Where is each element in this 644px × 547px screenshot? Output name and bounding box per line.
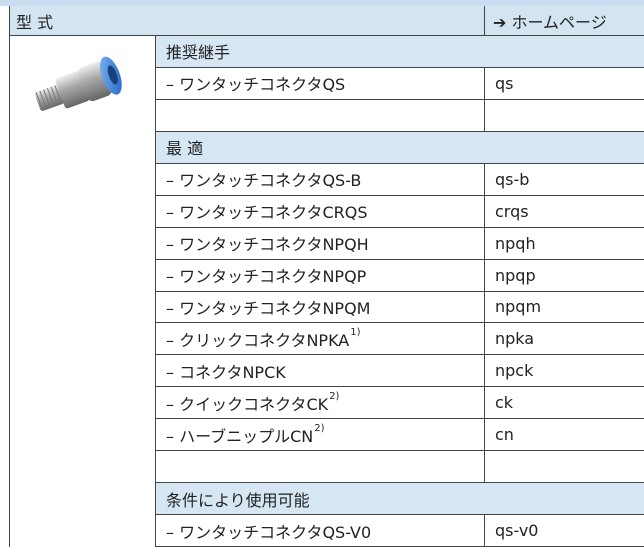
blank-cell xyxy=(155,451,484,484)
row-code: npqm xyxy=(484,291,644,324)
row-code: qs-b xyxy=(484,163,644,196)
connector-name: – ワンタッチコネクタQS xyxy=(166,75,346,95)
connector-name: – ワンタッチコネクタNPQM xyxy=(166,298,371,318)
connector-name: – クリックコネクタNPKA xyxy=(166,330,350,350)
footnote-ref: 2) xyxy=(314,423,325,435)
product-image xyxy=(35,56,122,112)
left-border xyxy=(9,36,10,547)
row-code: crqs xyxy=(484,195,644,228)
section-title: 推奨継手 xyxy=(155,36,644,68)
top-stripe xyxy=(0,0,644,6)
row-name: – ハーブニップルCN 2) xyxy=(155,419,484,452)
blank-cell xyxy=(484,99,644,132)
row-name: – ワンタッチコネクタCRQS xyxy=(155,195,484,228)
row-name: – ワンタッチコネクタNPQH xyxy=(155,227,484,260)
row-code: npqh xyxy=(484,227,644,260)
row-name: – クリックコネクタNPKA 1) xyxy=(155,323,484,356)
row-code: qs xyxy=(484,67,644,100)
connector-name: – ワンタッチコネクタQS-V0 xyxy=(166,522,372,542)
connector-name: – ワンタッチコネクタCRQS xyxy=(166,203,368,223)
row-code: npka xyxy=(484,323,644,356)
connector-name: – ワンタッチコネクタQS-B xyxy=(166,171,362,191)
connector-name: – ハーブニップルCN xyxy=(166,426,314,446)
footnote-ref: 1) xyxy=(350,327,361,339)
row-code: cn xyxy=(484,419,644,452)
row-name: – ワンタッチコネクタQS xyxy=(155,67,484,100)
section-title: 条件により使用可能 xyxy=(155,483,644,516)
blank-cell xyxy=(155,99,484,132)
row-name: – クイックコネクタCK 2) xyxy=(155,387,484,420)
connector-name: – クイックコネクタCK xyxy=(166,394,329,414)
section-title: 最 適 xyxy=(155,131,644,164)
header-title: 型 式 xyxy=(9,6,484,36)
row-name: – ワンタッチコネクタNPQP xyxy=(155,259,484,292)
row-code: qs-v0 xyxy=(484,515,644,547)
footnote-ref: 2) xyxy=(329,391,340,403)
row-name: – コネクタNPCK xyxy=(155,355,484,388)
blank-cell xyxy=(484,451,644,484)
connector-name: – コネクタNPCK xyxy=(166,362,286,382)
row-code: npck xyxy=(484,355,644,388)
homepage-link[interactable]: ➔ ホームページ xyxy=(484,6,644,36)
row-name: – ワンタッチコネクタQS-B xyxy=(155,163,484,196)
row-name: – ワンタッチコネクタNPQM xyxy=(155,291,484,324)
connector-name: – ワンタッチコネクタNPQP xyxy=(166,267,367,287)
row-name: – ワンタッチコネクタQS-V0 xyxy=(155,515,484,547)
row-code: npqp xyxy=(484,259,644,292)
row-code: ck xyxy=(484,387,644,420)
connector-name: – ワンタッチコネクタNPQH xyxy=(166,235,369,255)
